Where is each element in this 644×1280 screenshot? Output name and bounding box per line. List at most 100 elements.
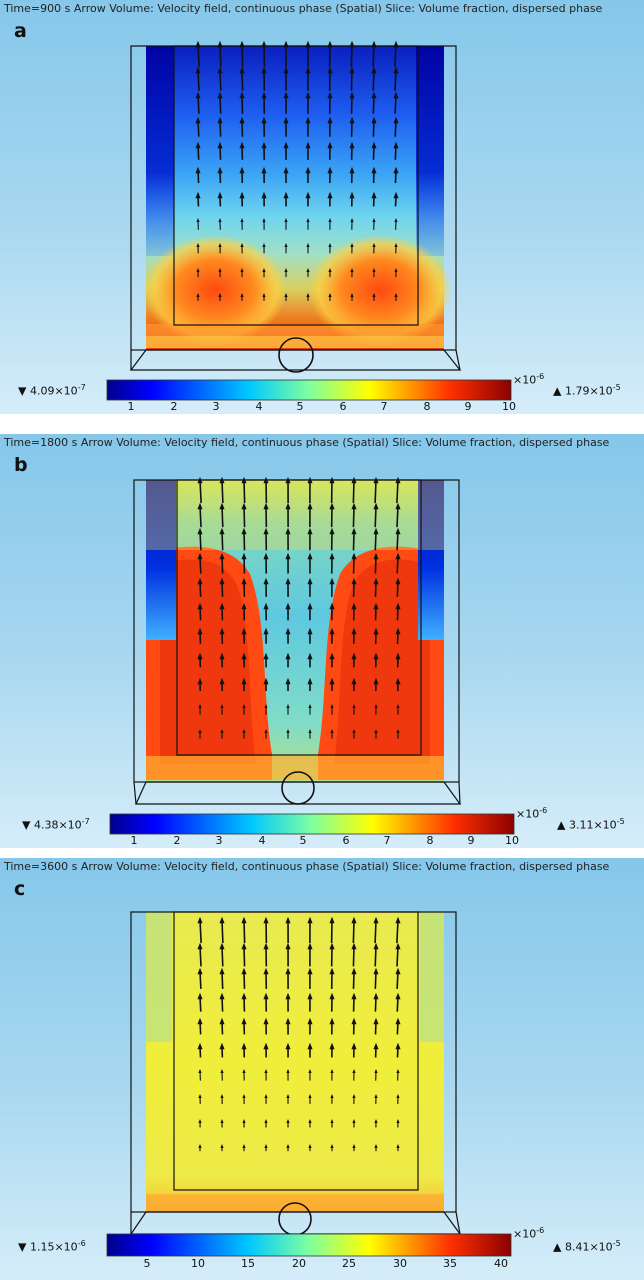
- colorbar-tick: 2: [173, 834, 181, 847]
- arrow-head: [284, 218, 288, 222]
- arrow-head: [395, 942, 401, 950]
- arrow-head: [264, 1119, 268, 1123]
- arrow-head: [285, 602, 291, 610]
- colorbar: [109, 813, 515, 835]
- colorbar-tick: 3: [212, 400, 220, 413]
- arrow-head: [197, 577, 203, 585]
- arrow-head: [286, 1094, 290, 1098]
- velocity-arrows: [197, 476, 401, 739]
- arrow-head: [327, 166, 333, 174]
- arrow-head: [371, 40, 377, 48]
- arrow-head: [395, 627, 401, 635]
- arrow-head: [351, 1017, 357, 1025]
- colorbar-tick: 5: [296, 400, 304, 413]
- arrow-head: [219, 1042, 225, 1050]
- arrow-head: [197, 527, 203, 535]
- arrow-head: [264, 1094, 268, 1098]
- arrow-head: [241, 527, 247, 535]
- arrow-head: [307, 627, 313, 635]
- velocity-arrow: [221, 505, 224, 528]
- arrow-head: [285, 916, 291, 924]
- min-value-label: ▼ 1.15×10-6: [18, 1239, 86, 1254]
- arrow-head: [330, 1119, 334, 1123]
- panel-header: Time=3600 s Arrow Volume: Velocity field…: [4, 860, 610, 873]
- velocity-arrow: [374, 919, 377, 944]
- arrow-head: [285, 627, 291, 635]
- arrow-head: [218, 218, 222, 222]
- panel-a: Time=900 s Arrow Volume: Velocity field,…: [0, 0, 644, 414]
- colorbar-tick: 1: [130, 834, 138, 847]
- arrow-head: [327, 191, 333, 199]
- colorbar-tick: 10: [502, 400, 516, 413]
- arrow-head: [349, 166, 355, 174]
- max-value-label: ▲ 8.41×10-5: [553, 1239, 621, 1254]
- arrow-head: [263, 552, 269, 560]
- velocity-arrow: [199, 479, 202, 504]
- arrow-head: [308, 1094, 312, 1098]
- arrow-head: [263, 527, 269, 535]
- arrow-head: [195, 66, 201, 74]
- velocity-arrow: [197, 43, 200, 68]
- arrow-head: [351, 992, 357, 1000]
- velocity-arrow: [396, 479, 399, 504]
- velocity-arrow: [374, 479, 377, 504]
- arrow-head: [350, 293, 354, 297]
- arrow-head: [263, 967, 269, 975]
- arrow-head: [351, 652, 357, 660]
- arrow-head: [350, 268, 354, 272]
- arrow-head: [307, 967, 313, 975]
- arrow-head: [262, 243, 266, 247]
- arrow-head: [329, 627, 335, 635]
- arrow-head: [262, 268, 266, 272]
- arrow-head: [307, 577, 313, 585]
- colorbar-multiplier: ×10-6: [513, 1226, 545, 1241]
- arrow-head: [395, 916, 401, 924]
- arrow-head: [351, 476, 357, 484]
- arrow-head: [262, 218, 266, 222]
- velocity-arrow: [199, 505, 202, 528]
- arrow-head: [308, 1069, 312, 1073]
- arrow-head: [373, 1017, 379, 1025]
- velocity-arrow: [352, 945, 355, 967]
- arrow-head: [263, 652, 269, 660]
- arrow-head: [349, 116, 355, 124]
- colorbar-tick: 40: [494, 1257, 508, 1270]
- inlet-circle: [278, 337, 314, 373]
- arrow-head: [220, 1144, 224, 1148]
- arrow-head: [330, 704, 334, 708]
- arrow-head: [219, 1017, 225, 1025]
- arrow-head: [261, 91, 267, 99]
- velocity-arrow: [221, 919, 224, 944]
- arrow-head: [219, 627, 225, 635]
- arrow-head: [285, 1017, 291, 1025]
- velocity-arrow: [221, 530, 224, 551]
- arrow-head: [351, 1042, 357, 1050]
- arrow-head: [306, 293, 310, 297]
- arrow-head: [240, 243, 244, 247]
- arrow-head: [195, 116, 201, 124]
- arrow-head: [393, 191, 399, 199]
- arrow-head: [349, 141, 355, 149]
- arrow-head: [374, 1119, 378, 1123]
- arrow-head: [219, 476, 225, 484]
- arrow-head: [285, 577, 291, 585]
- arrow-head: [393, 40, 399, 48]
- arrow-head: [371, 116, 377, 124]
- arrow-head: [307, 677, 313, 685]
- arrow-head: [198, 729, 202, 733]
- arrow-head: [217, 40, 223, 48]
- colorbar: [106, 379, 512, 401]
- velocity-arrow: [374, 505, 377, 528]
- arrow-head: [327, 66, 333, 74]
- arrow-head: [285, 992, 291, 1000]
- arrow-head: [197, 942, 203, 950]
- arrow-head: [285, 527, 291, 535]
- arrow-head: [285, 677, 291, 685]
- arrow-head: [373, 502, 379, 510]
- velocity-arrow: [352, 530, 355, 551]
- arrow-head: [219, 942, 225, 950]
- arrow-head: [393, 116, 399, 124]
- arrow-head: [351, 677, 357, 685]
- arrow-head: [219, 677, 225, 685]
- arrow-head: [308, 1119, 312, 1123]
